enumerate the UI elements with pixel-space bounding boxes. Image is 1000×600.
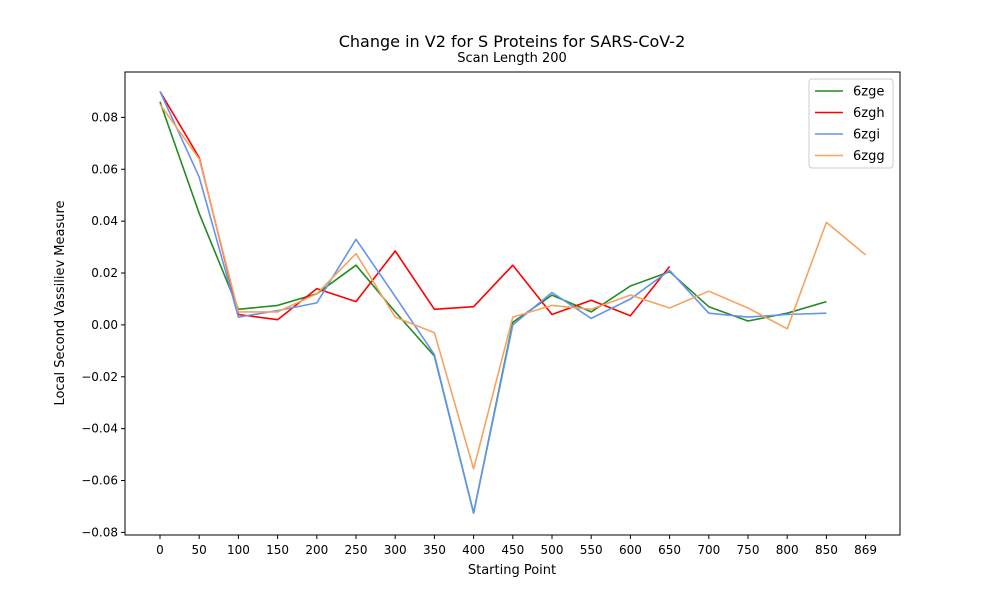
x-tick-label: 600 xyxy=(619,543,642,557)
x-tick-label: 450 xyxy=(501,543,524,557)
y-tick-label: 0.02 xyxy=(91,266,118,280)
chart-title: Change in V2 for S Proteins for SARS-CoV… xyxy=(339,32,686,51)
x-tick-label: 300 xyxy=(384,543,407,557)
x-tick-label: 0 xyxy=(156,543,164,557)
x-tick-label: 200 xyxy=(305,543,328,557)
x-tick-label: 350 xyxy=(423,543,446,557)
x-tick-label: 650 xyxy=(658,543,681,557)
x-tick-label: 850 xyxy=(815,543,838,557)
series-lines xyxy=(159,91,867,514)
x-tick-label: 750 xyxy=(737,543,760,557)
y-axis-ticks: −0.08 −0.06 −0.04 −0.02 0.00 0.02 0.04 0.06 0.08 xyxy=(81,110,125,539)
x-axis-ticks: 0 50 100 150 200 250 300 350 400 450 500 550 600 650 7… xyxy=(156,535,877,557)
y-tick-label: −0.08 xyxy=(81,525,118,539)
y-tick-label: 0.08 xyxy=(91,110,118,124)
y-tick-label: 0.00 xyxy=(91,318,118,332)
x-tick-label: 700 xyxy=(697,543,720,557)
x-tick-label: 800 xyxy=(776,543,799,557)
legend-frame xyxy=(808,78,894,169)
x-tick-label: 500 xyxy=(541,543,564,557)
x-tick-label: 50 xyxy=(192,543,207,557)
legend-label-6zgh: 6zgh xyxy=(853,106,885,121)
y-tick-label: 0.06 xyxy=(91,162,118,176)
legend-label-6zge: 6zge xyxy=(853,85,884,100)
y-tick-label: −0.02 xyxy=(81,370,118,384)
y-tick-label: −0.04 xyxy=(81,422,118,436)
x-axis-label: Starting Point xyxy=(468,563,556,578)
series-line-6zgg xyxy=(159,103,867,470)
y-axis-label: Local Second Vassiliev Measure xyxy=(53,200,68,405)
plot-area-frame xyxy=(124,71,901,536)
legend: 6zge 6zgh 6zgi 6zgg xyxy=(808,78,894,169)
legend-label-6zgi: 6zgi xyxy=(853,128,880,143)
x-tick-label: 100 xyxy=(227,543,250,557)
legend-label-6zgg: 6zgg xyxy=(853,149,885,164)
x-tick-label: 250 xyxy=(345,543,368,557)
y-tick-label: 0.04 xyxy=(91,214,118,228)
chart-subtitle: Scan Length 200 xyxy=(457,51,567,66)
x-tick-label: 150 xyxy=(266,543,289,557)
x-tick-label: 550 xyxy=(580,543,603,557)
x-tick-label: 400 xyxy=(462,543,485,557)
y-tick-label: −0.06 xyxy=(81,474,118,488)
x-tick-label: 869 xyxy=(854,543,877,557)
